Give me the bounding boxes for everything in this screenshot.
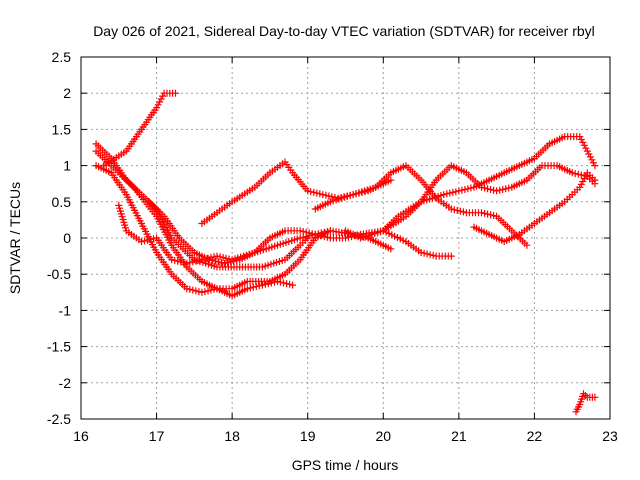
series-markers-arc-9 bbox=[342, 227, 455, 260]
series-markers-arc-1 bbox=[100, 89, 179, 170]
series-arc-6 bbox=[145, 133, 599, 267]
x-tick-label: 21 bbox=[451, 428, 467, 444]
y-tick-label: 0.5 bbox=[52, 194, 72, 210]
x-tick-label: 19 bbox=[300, 428, 316, 444]
y-tick-label: 0 bbox=[63, 230, 71, 246]
y-axis-label: SDTVAR / TECUs bbox=[7, 182, 23, 294]
y-tick-label: 1.5 bbox=[52, 121, 72, 137]
x-tick-label: 22 bbox=[527, 428, 543, 444]
series-markers-arc-12 bbox=[572, 390, 599, 416]
data-series bbox=[92, 89, 599, 416]
x-axis-label: GPS time / hours bbox=[292, 457, 399, 473]
y-tick-labels: -2.5 -2 -1.5 -1 -0.5 0 0.5 1 1.5 2 2.5 bbox=[47, 49, 71, 427]
series-arc-1 bbox=[100, 89, 179, 170]
y-tick-label: 2.5 bbox=[52, 49, 72, 65]
series-arc-8 bbox=[311, 162, 531, 249]
axis-ticks bbox=[80, 56, 611, 420]
grid-lines bbox=[81, 57, 610, 419]
series-markers-arc-10 bbox=[379, 162, 599, 235]
x-tick-label: 18 bbox=[224, 428, 240, 444]
series-markers-arc-6 bbox=[145, 133, 599, 267]
y-tick-label: -2.5 bbox=[47, 411, 71, 427]
y-tick-label: 1 bbox=[63, 158, 71, 174]
series-markers-arc-8 bbox=[311, 162, 531, 249]
series-arc-4 bbox=[92, 162, 297, 300]
series-arc-10 bbox=[379, 162, 599, 235]
series-markers-arc-4 bbox=[92, 162, 297, 300]
chart-title: Day 026 of 2021, Sidereal Day-to-day VTE… bbox=[93, 23, 595, 39]
x-tick-label: 23 bbox=[602, 428, 618, 444]
series-arc-12 bbox=[572, 390, 599, 416]
y-tick-label: 2 bbox=[63, 85, 71, 101]
y-tick-label: -1 bbox=[59, 302, 72, 318]
series-markers-arc-11 bbox=[470, 169, 599, 246]
y-tick-label: -1.5 bbox=[47, 339, 71, 355]
series-arc-11 bbox=[470, 169, 599, 246]
y-tick-label: -0.5 bbox=[47, 266, 71, 282]
x-tick-label: 20 bbox=[375, 428, 391, 444]
y-tick-label: -2 bbox=[59, 375, 72, 391]
x-tick-label: 17 bbox=[149, 428, 165, 444]
series-arc-9 bbox=[342, 227, 455, 260]
x-tick-labels: 16 17 18 19 20 21 22 23 bbox=[73, 428, 618, 444]
x-tick-label: 16 bbox=[73, 428, 89, 444]
